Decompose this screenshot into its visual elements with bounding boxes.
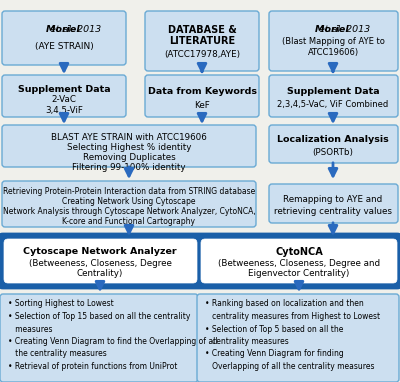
FancyBboxPatch shape (269, 184, 398, 223)
Text: • Ranking based on localization and then: • Ranking based on localization and then (205, 299, 364, 309)
FancyBboxPatch shape (2, 125, 256, 167)
Text: centrality measures from Highest to Lowest: centrality measures from Highest to Lowe… (205, 312, 380, 321)
FancyBboxPatch shape (269, 125, 398, 163)
Text: Filtering 99-100% identity: Filtering 99-100% identity (72, 162, 186, 172)
FancyBboxPatch shape (269, 11, 398, 71)
Text: • Selection of Top 5 based on all the: • Selection of Top 5 based on all the (205, 324, 343, 333)
FancyBboxPatch shape (2, 11, 126, 65)
FancyBboxPatch shape (2, 181, 256, 227)
Text: Supplement Data: Supplement Data (287, 86, 379, 96)
Text: the centrality measures: the centrality measures (8, 350, 107, 358)
Text: 3,4,5-ViF: 3,4,5-ViF (45, 105, 83, 115)
Text: (PSORTb): (PSORTb) (312, 149, 354, 157)
Text: Supplement Data: Supplement Data (18, 84, 110, 94)
Text: Retrieving Protein-Protein Interaction data from STRING database: Retrieving Protein-Protein Interaction d… (3, 188, 255, 196)
Text: LITERATURE: LITERATURE (169, 36, 235, 46)
Text: Remapping to AYE and: Remapping to AYE and (283, 196, 383, 204)
Text: ATCC19606): ATCC19606) (308, 47, 358, 57)
FancyBboxPatch shape (0, 234, 400, 288)
FancyBboxPatch shape (145, 11, 259, 71)
Text: Creating Network Using Cytoscape: Creating Network Using Cytoscape (62, 197, 196, 207)
Text: (Betweeness, Closeness, Degree and: (Betweeness, Closeness, Degree and (218, 259, 380, 267)
Text: Removing Duplicates: Removing Duplicates (83, 152, 175, 162)
Text: (Blast Mapping of AYE to: (Blast Mapping of AYE to (282, 37, 384, 45)
Text: et.al. 2013: et.al. 2013 (26, 26, 102, 34)
Text: (AYE STRAIN): (AYE STRAIN) (35, 42, 93, 50)
Text: KeF: KeF (194, 100, 210, 110)
Text: • Creating Venn Diagram to find the Overlapping of all: • Creating Venn Diagram to find the Over… (8, 337, 218, 346)
Text: Cytoscape Network Analyzer: Cytoscape Network Analyzer (23, 248, 177, 256)
Text: Overlapping of all the centrality measures: Overlapping of all the centrality measur… (205, 362, 374, 371)
FancyBboxPatch shape (197, 294, 399, 382)
Text: retrieving centrality values: retrieving centrality values (274, 207, 392, 217)
Text: DATABASE &: DATABASE & (168, 25, 236, 35)
Text: Data from Keywords: Data from Keywords (148, 86, 256, 96)
Text: CytoNCA: CytoNCA (275, 247, 323, 257)
FancyBboxPatch shape (2, 75, 126, 117)
Text: • Creating Venn Diagram for finding: • Creating Venn Diagram for finding (205, 350, 344, 358)
Text: 2-VaC: 2-VaC (52, 96, 76, 105)
Text: Eigenvector Centrality): Eigenvector Centrality) (248, 269, 350, 277)
Text: 2,3,4,5-VaC, ViF Combined: 2,3,4,5-VaC, ViF Combined (277, 100, 389, 110)
Text: (Betweeness, Closeness, Degree: (Betweeness, Closeness, Degree (28, 259, 172, 267)
Text: • Sorting Highest to Lowest: • Sorting Highest to Lowest (8, 299, 114, 309)
Text: BLAST AYE STRAIN with ATCC19606: BLAST AYE STRAIN with ATCC19606 (51, 133, 207, 141)
Text: • Retrieval of protein functions from UniProt: • Retrieval of protein functions from Un… (8, 362, 177, 371)
Text: Network Analysis through Cytoscape Network Analyzer, CytoNCA,: Network Analysis through Cytoscape Netwo… (3, 207, 255, 217)
Text: Localization Analysis: Localization Analysis (277, 136, 389, 144)
FancyBboxPatch shape (201, 239, 397, 283)
FancyBboxPatch shape (4, 239, 197, 283)
Text: K-core and Functional Cartography: K-core and Functional Cartography (62, 217, 196, 227)
Text: Selecting Highest % identity: Selecting Highest % identity (67, 142, 191, 152)
Text: Moriel: Moriel (314, 24, 352, 34)
Text: Moriel: Moriel (46, 26, 82, 34)
Text: • Selection of Top 15 based on all the centrality: • Selection of Top 15 based on all the c… (8, 312, 190, 321)
Text: centrality measures: centrality measures (205, 337, 289, 346)
Text: measures: measures (8, 324, 52, 333)
Text: et.al. 2013: et.al. 2013 (296, 24, 370, 34)
FancyBboxPatch shape (269, 75, 398, 117)
FancyBboxPatch shape (145, 75, 259, 117)
Text: Centrality): Centrality) (77, 269, 123, 277)
Text: (ATCC17978,AYE): (ATCC17978,AYE) (164, 50, 240, 58)
FancyBboxPatch shape (0, 294, 198, 382)
